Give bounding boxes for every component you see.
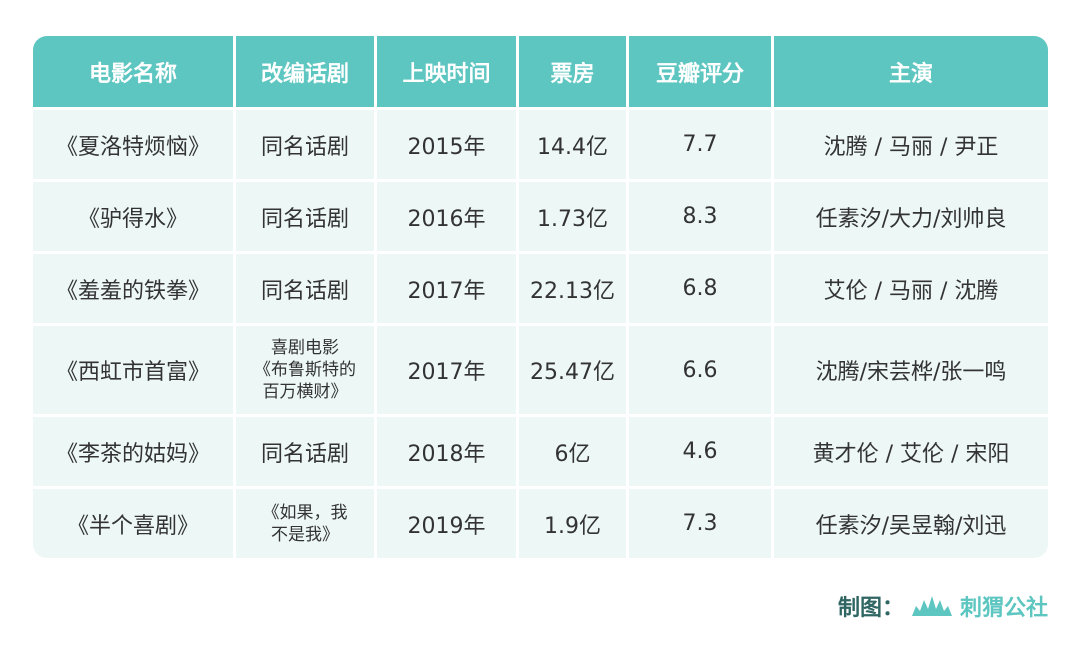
cell-year: 2017年 — [377, 326, 519, 414]
cell-title: 《李茶的姑妈》 — [33, 417, 236, 486]
header-cell-cast: 主演 — [774, 36, 1048, 107]
cell-source: 同名话剧 — [236, 182, 377, 251]
cell-score: 7.3 — [629, 489, 774, 558]
cell-title: 《驴得水》 — [33, 182, 236, 251]
table-row: 《夏洛特烦恼》 同名话剧 2015年 14.4亿 7.7 沈腾 / 马丽 / 尹… — [33, 110, 1048, 179]
cell-source-line: 百万横财》 — [262, 382, 348, 402]
cell-cast: 艾伦 / 马丽 / 沈腾 — [774, 254, 1048, 323]
cell-cast: 沈腾/宋芸桦/张一鸣 — [774, 326, 1048, 414]
cell-cast: 任素汐/大力/刘帅良 — [774, 182, 1048, 251]
credit-label: 制图： — [837, 596, 904, 621]
table-row: 《李茶的姑妈》 同名话剧 2018年 6亿 4.6 黄才伦 / 艾伦 / 宋阳 — [33, 417, 1048, 486]
cell-score: 6.6 — [629, 326, 774, 414]
cell-source: 同名话剧 — [236, 110, 377, 179]
cell-source: 喜剧电影 《布鲁斯特的 百万横财》 — [236, 326, 377, 414]
cell-source-line: 喜剧电影 — [271, 338, 339, 358]
header-cell-douban-score: 豆瓣评分 — [629, 36, 774, 107]
cell-box-office: 1.73亿 — [519, 182, 629, 251]
brand-name: 刺猬公社 — [959, 596, 1048, 621]
hedgehog-logo-icon — [911, 596, 952, 616]
cell-box-office: 6亿 — [519, 417, 629, 486]
cell-source: 《如果，我 不是我》 — [236, 489, 377, 558]
cell-score: 8.3 — [629, 182, 774, 251]
cell-year: 2017年 — [377, 254, 519, 323]
cell-year: 2016年 — [377, 182, 519, 251]
cell-score: 7.7 — [629, 110, 774, 179]
table-row: 《半个喜剧》 《如果，我 不是我》 2019年 1.9亿 7.3 任素汐/吴昱翰… — [33, 489, 1048, 558]
cell-source-line: 不是我》 — [271, 524, 339, 545]
cell-title: 《西虹市首富》 — [33, 326, 236, 414]
table-row: 《羞羞的铁拳》 同名话剧 2017年 22.13亿 6.8 艾伦 / 马丽 / … — [33, 254, 1048, 323]
cell-cast: 任素汐/吴昱翰/刘迅 — [774, 489, 1048, 558]
cell-source-line: 《如果，我 — [262, 502, 348, 523]
movie-table: 电影名称 改编话剧 上映时间 票房 豆瓣评分 主演 《夏洛特烦恼》 同名话剧 2… — [33, 36, 1048, 558]
cell-year: 2018年 — [377, 417, 519, 486]
cell-cast: 沈腾 / 马丽 / 尹正 — [774, 110, 1048, 179]
cell-title: 《羞羞的铁拳》 — [33, 254, 236, 323]
cell-title: 《夏洛特烦恼》 — [33, 110, 236, 179]
table-row: 《驴得水》 同名话剧 2016年 1.73亿 8.3 任素汐/大力/刘帅良 — [33, 182, 1048, 251]
table-row: 《西虹市首富》 喜剧电影 《布鲁斯特的 百万横财》 2017年 25.47亿 6… — [33, 326, 1048, 414]
cell-cast: 黄才伦 / 艾伦 / 宋阳 — [774, 417, 1048, 486]
header-cell-title: 电影名称 — [33, 36, 236, 107]
cell-box-office: 1.9亿 — [519, 489, 629, 558]
cell-source: 同名话剧 — [236, 417, 377, 486]
header-cell-box-office: 票房 — [519, 36, 629, 107]
header-cell-source: 改编话剧 — [236, 36, 377, 107]
cell-box-office: 14.4亿 — [519, 110, 629, 179]
cell-score: 6.8 — [629, 254, 774, 323]
header-cell-year: 上映时间 — [377, 36, 519, 107]
table-header-row: 电影名称 改编话剧 上映时间 票房 豆瓣评分 主演 — [33, 36, 1048, 107]
cell-source: 同名话剧 — [236, 254, 377, 323]
cell-score: 4.6 — [629, 417, 774, 486]
cell-year: 2019年 — [377, 489, 519, 558]
credit-footer: 制图： 刺猬公社 — [838, 590, 1048, 622]
cell-source-line: 《布鲁斯特的 — [254, 360, 356, 380]
cell-box-office: 22.13亿 — [519, 254, 629, 323]
cell-box-office: 25.47亿 — [519, 326, 629, 414]
cell-title: 《半个喜剧》 — [33, 489, 236, 558]
cell-year: 2015年 — [377, 110, 519, 179]
